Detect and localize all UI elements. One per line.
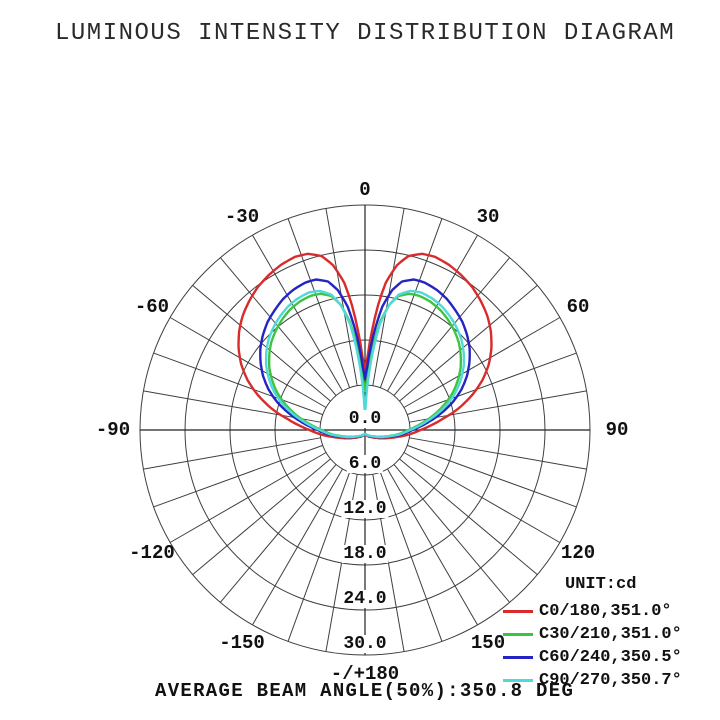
legend-swatch-cyan	[503, 679, 533, 682]
polar-spoke-330	[252, 468, 343, 626]
polar-spoke-50	[399, 458, 538, 576]
polar-spoke-290	[153, 444, 323, 508]
legend: UNIT:cd C0/180,351.0° C30/210,351.0° C60…	[503, 575, 713, 692]
legend-label-c0-180: C0/180,351.0°	[539, 602, 672, 621]
polar-spoke-60	[403, 452, 561, 543]
curve-C90-270	[264, 289, 466, 439]
polar-spoke-310	[192, 458, 331, 576]
polar-spoke-160	[379, 218, 443, 388]
polar-spoke-70	[407, 444, 577, 508]
polar-spoke-20	[379, 472, 443, 642]
polar-spoke-250	[153, 352, 323, 416]
legend-item-c0-180: C0/180,351.0°	[503, 600, 713, 623]
polar-spoke-210	[252, 234, 343, 392]
angle-label-30: 30	[476, 205, 500, 228]
legend-item-c30-210: C30/210,351.0°	[503, 623, 713, 646]
angle-label--120: -120	[129, 542, 175, 564]
polar-spoke-80	[409, 437, 587, 470]
legend-swatch-green	[503, 633, 533, 636]
legend-label-c30-210: C30/210,351.0°	[539, 625, 682, 644]
polar-spoke-110	[407, 352, 577, 416]
page-title: LUMINOUS INTENSITY DISTRIBUTION DIAGRAM	[55, 20, 676, 47]
legend-swatch-red	[503, 610, 533, 613]
polar-spoke-320	[219, 464, 337, 603]
angle-label-120: 120	[560, 542, 596, 564]
angle-label-0: 0	[359, 179, 371, 201]
polar-spoke-100	[409, 390, 587, 423]
polar-spoke-340	[287, 472, 351, 642]
polar-spoke-240	[169, 317, 327, 408]
polar-spoke-30	[387, 468, 478, 626]
angle-label-150: 150	[470, 632, 506, 655]
angle-label--+180: -/+180	[330, 663, 400, 685]
average-beam-angle-caption: AVERAGE BEAM ANGLE(50%):350.8 DEG	[155, 680, 575, 702]
radial-label-24.0: 24.0	[341, 589, 389, 609]
polar-spoke-300	[169, 452, 327, 543]
radial-label-6.0: 6.0	[346, 454, 384, 474]
angle-label--150: -150	[219, 632, 265, 655]
radial-label-30.0: 30.0	[341, 634, 389, 654]
legend-unit-label: UNIT:cd	[565, 575, 637, 594]
legend-swatch-blue	[503, 656, 533, 659]
radial-label-18.0: 18.0	[341, 544, 389, 564]
polar-spoke-150	[387, 234, 478, 392]
radial-label-0.0: 0.0	[346, 409, 384, 429]
angle-label-60: 60	[566, 296, 590, 318]
polar-spoke-120	[403, 317, 561, 408]
legend-label-c90-270: C90/270,350.7°	[539, 671, 682, 690]
polar-spoke-200	[287, 218, 351, 388]
radial-label-12.0: 12.0	[341, 499, 389, 519]
legend-item-c60-240: C60/240,350.5°	[503, 646, 713, 669]
legend-item-c90-270: C90/270,350.7°	[503, 669, 713, 692]
angle-label-90: 90	[605, 419, 629, 441]
angle-label--90: -90	[95, 419, 131, 441]
polar-spoke-40	[393, 464, 511, 603]
legend-label-c60-240: C60/240,350.5°	[539, 648, 682, 667]
angle-label--30: -30	[224, 205, 260, 228]
polar-spoke-280	[143, 437, 321, 470]
angle-label--60: -60	[134, 296, 170, 318]
polar-spoke-260	[143, 390, 321, 423]
